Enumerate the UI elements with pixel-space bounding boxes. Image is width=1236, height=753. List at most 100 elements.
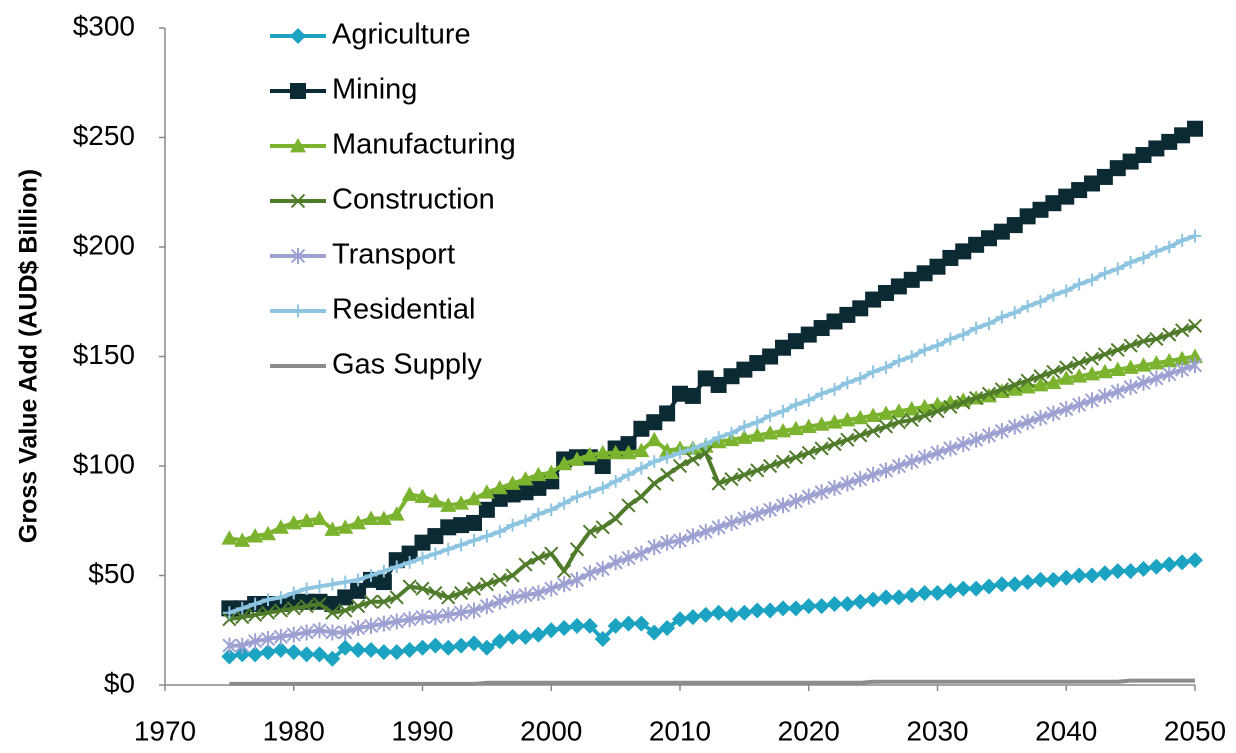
legend-label: Gas Supply [332,349,482,381]
data-point [338,575,352,589]
data-point [583,485,597,499]
x-tick-label: 2030 [906,715,968,746]
data-point [1032,201,1049,218]
data-point [828,382,841,396]
y-tick-label: $0 [104,667,135,698]
data-point [531,507,545,521]
data-point [903,587,920,604]
data-point [1045,571,1062,588]
series-line [229,363,1196,648]
data-point [737,467,752,482]
data-point [285,514,302,530]
data-point [905,350,919,363]
data-point [968,236,985,253]
data-point [994,422,1009,439]
data-point [1148,355,1165,370]
data-point [350,641,367,658]
data-point [312,622,327,639]
data-point [916,585,933,602]
data-point [375,644,392,661]
data-point [596,481,610,495]
y-tick-label: $100 [73,448,135,479]
data-point [620,436,637,453]
data-point [942,249,959,266]
data-point [235,637,250,654]
data-point [762,348,779,365]
data-point [390,560,404,574]
data-point [1148,140,1165,157]
y-axis-title: Gross Value Add (AUD$ Billion) [15,169,43,543]
data-point [1161,133,1178,150]
data-point [878,284,894,301]
data-point [1187,552,1203,569]
data-point [1034,295,1047,309]
data-point [467,534,481,547]
data-point [879,361,893,374]
data-point [1174,554,1191,571]
data-point [659,442,676,458]
data-point [403,555,417,569]
data-point [789,398,803,412]
data-point [1020,373,1035,388]
data-point [685,528,700,545]
data-point [311,510,328,525]
data-point [556,620,573,637]
data-point [646,624,663,641]
data-point [981,578,997,595]
data-point [788,450,803,465]
data-point [787,420,804,436]
data-point [1045,374,1062,390]
data-point [1149,244,1163,258]
series-line [229,323,1196,622]
data-point [324,650,341,667]
data-point [531,550,546,566]
data-point [377,564,391,578]
data-point [389,590,404,605]
data-point [1109,160,1126,177]
data-point [710,376,727,393]
data-point [543,464,560,479]
data-point [402,611,417,628]
data-point [1123,338,1138,353]
data-point [840,432,855,447]
data-point [956,395,971,410]
data-point [660,450,674,464]
data-point [401,545,418,562]
data-point [1058,370,1075,385]
data-point [762,602,779,619]
data-point [647,539,662,556]
data-point [260,525,276,541]
x-tick-label: 2040 [1035,715,1097,746]
data-point [491,479,508,495]
data-point [594,631,611,648]
data-point [1045,195,1062,212]
data-point [866,466,881,483]
data-point [917,449,932,466]
data-point [852,593,869,610]
data-point [685,452,700,467]
data-point [1111,262,1125,276]
data-point [1187,357,1203,374]
data-point [890,278,907,295]
legend-marker [290,138,306,153]
data-point [1162,327,1177,342]
data-point [1033,409,1048,426]
data-point [711,476,726,491]
data-point [518,587,533,604]
data-point [1122,153,1139,170]
data-point [285,644,302,661]
data-point [646,414,663,431]
data-point [428,609,443,626]
data-point [621,498,636,513]
data-point [248,607,263,623]
data-point [942,582,959,599]
data-point [749,602,766,619]
data-point [581,447,598,462]
data-point [1006,381,1023,396]
legend-marker [290,83,306,99]
data-point [569,542,585,557]
data-point [609,474,623,488]
data-point [388,506,405,521]
data-point [763,409,777,423]
